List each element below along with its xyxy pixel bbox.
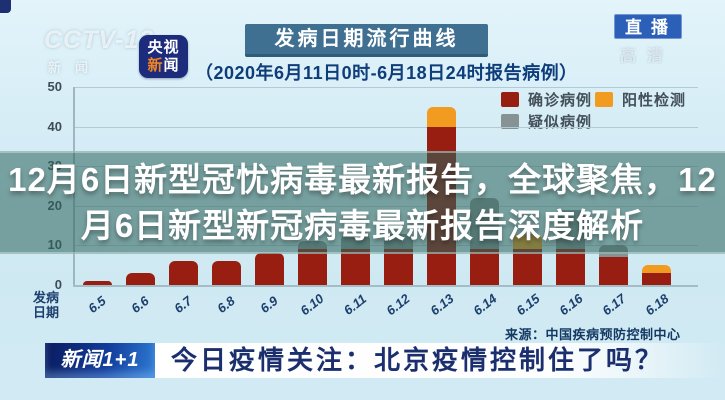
x-tick-label: 6.14	[470, 290, 500, 319]
x-tick-label: 6.5	[85, 293, 109, 316]
y-tick-label: 0	[54, 277, 62, 292]
bar-segment-确诊病例	[513, 249, 543, 285]
channel-watermark-text: CCTV-13	[44, 26, 155, 54]
bar-6.7	[168, 261, 198, 285]
bar-segment-确诊病例	[82, 281, 112, 285]
channel-watermark: CCTV-13 新闻	[44, 26, 154, 76]
legend-swatch-confirmed	[501, 92, 519, 107]
bar-segment-确诊病例	[254, 253, 284, 285]
legend-item-confirmed: 确诊病例	[501, 89, 592, 110]
bar-6.18	[642, 265, 672, 285]
bar-segment-确诊病例	[383, 249, 413, 285]
bar-segment-确诊病例	[642, 273, 672, 285]
bar-segment-确诊病例	[340, 249, 370, 285]
news-ticker: 新闻1+1 今日疫情关注：北京疫情控制住了吗？	[45, 343, 725, 378]
bar-segment-确诊病例	[470, 249, 500, 285]
chart-title: 发病日期流行曲线	[245, 24, 488, 57]
x-tick-label: 6.11	[341, 291, 370, 318]
cctv-news-logo: 央视 新闻	[139, 35, 188, 78]
legend-swatch-positive	[595, 92, 613, 107]
headline-overlay: 12月6日新型冠忧病毒最新报告，全球聚焦，12 月6日新型新冠病毒最新报告深度解…	[0, 151, 725, 254]
x-tick-label: 6.6	[128, 293, 152, 316]
x-tick-label: 6.7	[171, 293, 195, 316]
chart-subtitle: （2020年6月11日0时-6月18日24时报告病例）	[195, 63, 578, 83]
x-tick-label: 6.12	[383, 290, 414, 319]
x-tick-label: 6.18	[642, 290, 672, 319]
y-tick-label: 40	[47, 118, 62, 134]
y-tick-label: 50	[47, 79, 62, 94]
x-tick-label: 6.17	[599, 290, 629, 319]
legend-item-positive: 阳性检测	[595, 89, 686, 110]
headline-line1: 12月6日新型冠忧病毒最新报告，全球聚焦，12	[8, 160, 717, 198]
x-tick-label: 6.16	[556, 290, 586, 319]
gridline	[73, 285, 698, 287]
x-tick-label: 6.15	[513, 290, 543, 319]
headline-line2: 月6日新型新冠病毒最新报告深度解析	[80, 206, 645, 244]
bar-segment-确诊病例	[297, 249, 327, 285]
x-tick-label: 6.13	[426, 290, 457, 319]
legend-label-confirmed: 确诊病例	[528, 92, 593, 109]
legend-label-positive: 阳性检测	[622, 92, 687, 109]
live-badge: 直播	[614, 14, 682, 39]
bar-segment-阳性检测	[427, 106, 457, 127]
cctv-news-logo-line2: 新闻	[147, 57, 179, 75]
bar-6.8	[211, 261, 241, 285]
bar-segment-确诊病例	[125, 273, 155, 285]
news-program-logo: 新闻1+1	[45, 343, 155, 378]
news-ticker-headline: 今日疫情关注：北京疫情控制住了吗？	[155, 343, 725, 378]
channel-watermark-sub: 新闻	[48, 60, 103, 75]
bar-6.9	[254, 253, 284, 285]
bar-segment-确诊病例	[211, 261, 241, 285]
data-source-note: 来源：中国疾病预防控制中心	[505, 327, 681, 342]
bar-segment-确诊病例	[599, 257, 629, 285]
bar-segment-确诊病例	[556, 249, 586, 285]
x-axis-caption: 发病日期	[33, 290, 60, 320]
logo-char-plain: 闻	[163, 56, 180, 74]
bar-segment-阳性检测	[642, 265, 672, 274]
x-tick-label: 6.10	[297, 290, 327, 319]
legend-swatch-suspected	[501, 114, 519, 129]
x-tick-label: 6.9	[257, 293, 281, 316]
corner-graphic	[0, 0, 11, 13]
cctv-news-logo-line1: 央视	[147, 38, 180, 56]
hd-watermark: 高清	[620, 48, 675, 65]
x-tick-label: 6.8	[214, 293, 238, 316]
gridline	[73, 87, 698, 88]
bar-6.5	[82, 281, 112, 285]
bar-segment-确诊病例	[168, 261, 198, 285]
gridline	[73, 126, 698, 128]
bar-6.6	[125, 273, 155, 285]
logo-char-accent: 新	[147, 56, 164, 74]
